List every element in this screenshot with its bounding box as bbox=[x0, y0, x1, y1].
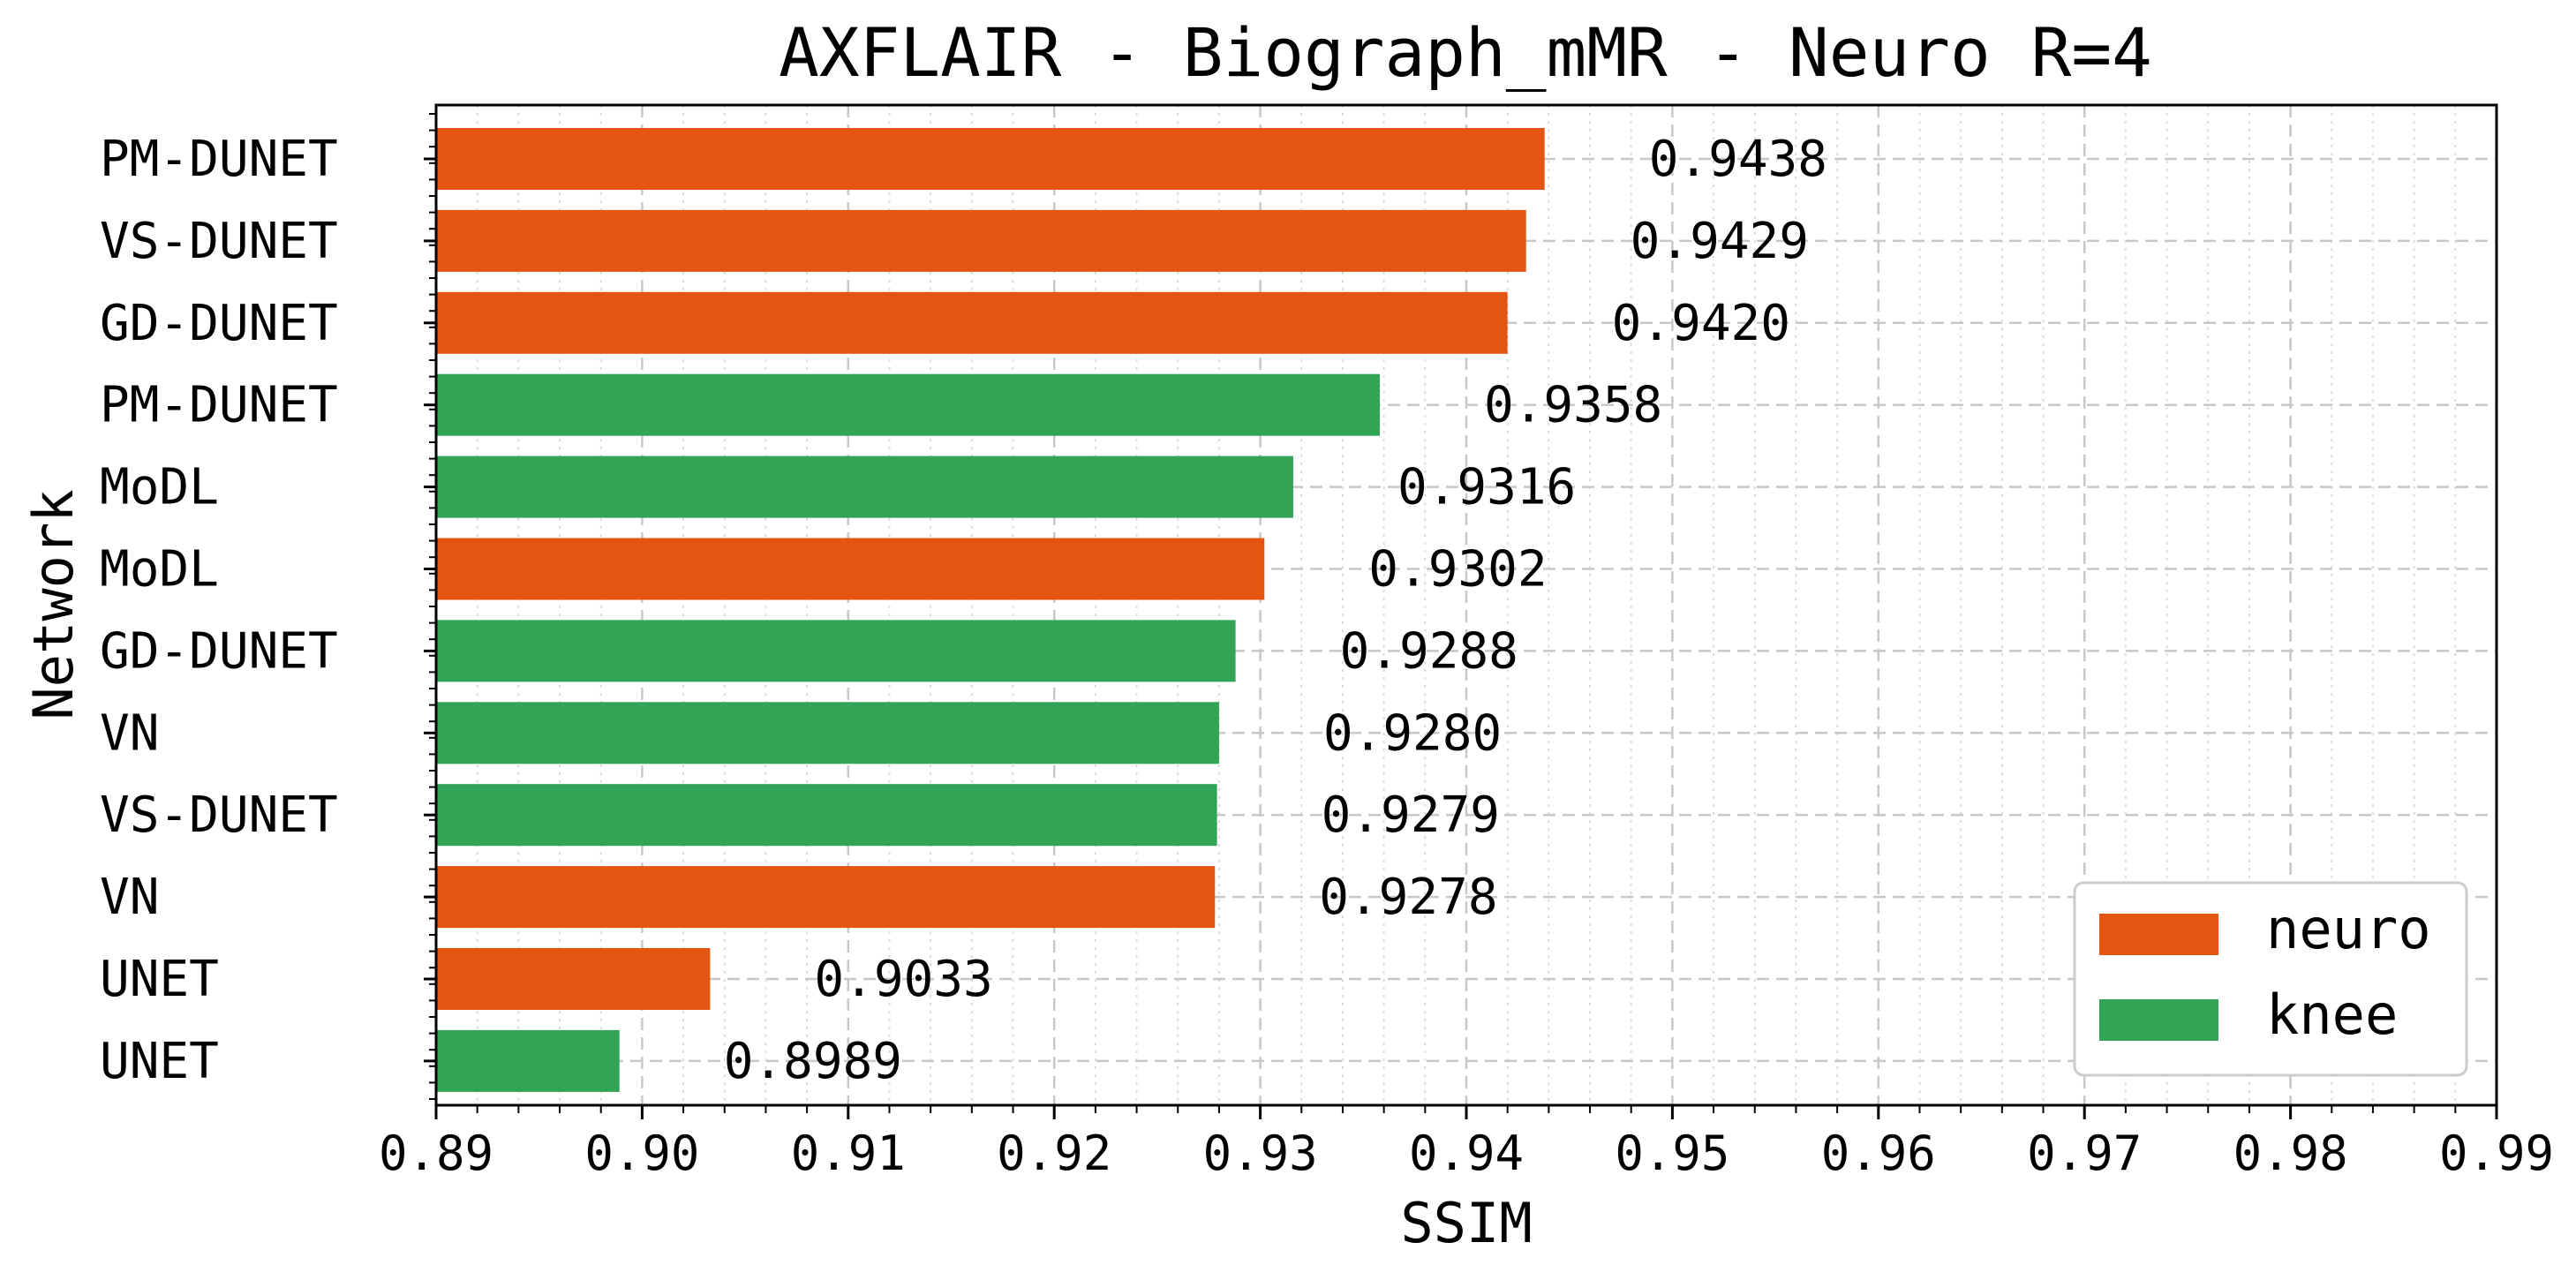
bar-neuro bbox=[436, 128, 1545, 190]
bars bbox=[436, 128, 1545, 1092]
y-axis-label: Network bbox=[21, 489, 86, 719]
bar-knee bbox=[436, 620, 1236, 682]
value-label: 0.9316 bbox=[1397, 459, 1576, 516]
legend: neuro knee bbox=[2073, 881, 2468, 1077]
bar-knee bbox=[436, 784, 1217, 847]
bar-neuro bbox=[436, 948, 711, 1010]
value-label: 0.9288 bbox=[1340, 622, 1518, 680]
value-label: 0.9420 bbox=[1612, 295, 1790, 352]
bar-neuro bbox=[436, 866, 1216, 929]
x-tick-label: 0.94 bbox=[1409, 1126, 1524, 1181]
bar-knee bbox=[436, 373, 1380, 436]
bar-knee bbox=[436, 702, 1219, 764]
y-tick-label: MoDL bbox=[100, 541, 219, 599]
y-tick-label: GD-DUNET bbox=[100, 622, 338, 680]
bar-neuro bbox=[436, 291, 1508, 354]
x-axis: 0.89 0.90 0.91 0.92 0.93 0.94 0.95 0.96 0.97 0.98… bbox=[379, 1105, 2554, 1181]
x-tick-label: 0.95 bbox=[1615, 1126, 1729, 1181]
bar-neuro bbox=[436, 538, 1265, 600]
value-labels: 0.9438 0.9429 0.9420 0.9358 0.9316 0.9302 0.92… bbox=[724, 131, 1827, 1090]
value-label: 0.8989 bbox=[724, 1033, 902, 1090]
value-label: 0.9358 bbox=[1484, 377, 1662, 434]
legend-label-neuro: neuro bbox=[2266, 897, 2431, 961]
value-label: 0.9302 bbox=[1368, 541, 1547, 599]
y-tick-label: GD-DUNET bbox=[100, 295, 338, 352]
y-tick-label: VN bbox=[100, 869, 159, 926]
x-tick-label: 0.98 bbox=[2233, 1126, 2348, 1181]
value-label: 0.9278 bbox=[1319, 869, 1497, 926]
x-tick-label: 0.97 bbox=[2027, 1126, 2142, 1181]
y-tick-label: UNET bbox=[100, 951, 219, 1008]
legend-swatch-knee bbox=[2099, 999, 2218, 1041]
bar-knee bbox=[436, 1029, 620, 1092]
x-tick-label: 0.92 bbox=[997, 1126, 1111, 1181]
value-label: 0.9438 bbox=[1649, 131, 1827, 188]
x-tick-label: 0.89 bbox=[379, 1126, 493, 1181]
legend-label-knee: knee bbox=[2266, 983, 2398, 1047]
y-tick-label: PM-DUNET bbox=[100, 131, 338, 188]
bar-knee bbox=[436, 456, 1293, 518]
y-tick-label: UNET bbox=[100, 1033, 219, 1090]
x-tick-label: 0.91 bbox=[791, 1126, 906, 1181]
x-axis-label: SSIM bbox=[1400, 1191, 1532, 1255]
value-label: 0.9033 bbox=[814, 951, 992, 1008]
y-tick-label: PM-DUNET bbox=[100, 377, 338, 434]
y-tick-label: VN bbox=[100, 704, 159, 762]
x-tick-label: 0.96 bbox=[1821, 1126, 1936, 1181]
legend-swatch-neuro bbox=[2099, 914, 2218, 955]
y-axis: PM-DUNET VS-DUNET GD-DUNET PM-DUNET MoDL MoDL… bbox=[100, 113, 436, 1100]
y-tick-label: MoDL bbox=[100, 459, 219, 516]
x-tick-label: 0.90 bbox=[584, 1126, 699, 1181]
value-label: 0.9280 bbox=[1323, 704, 1502, 762]
x-tick-label: 0.93 bbox=[1203, 1126, 1318, 1181]
x-tick-label: 0.99 bbox=[2439, 1126, 2554, 1181]
y-tick-label: VS-DUNET bbox=[100, 213, 338, 270]
bar-neuro bbox=[436, 209, 1526, 272]
value-label: 0.9429 bbox=[1631, 213, 1809, 270]
value-label: 0.9279 bbox=[1322, 787, 1500, 844]
y-tick-label: VS-DUNET bbox=[100, 787, 338, 844]
chart-title: AXFLAIR - Biograph_mMR - Neuro R=4 bbox=[779, 13, 2152, 92]
